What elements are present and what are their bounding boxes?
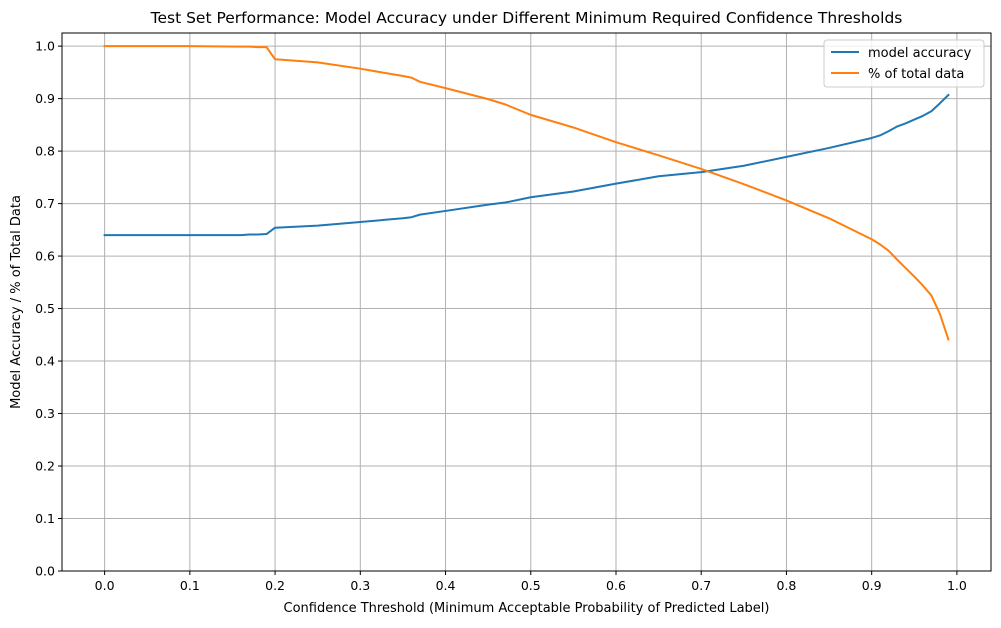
series-line-model-accuracy <box>103 93 950 237</box>
y-tick-label: 0.8 <box>35 144 55 159</box>
chart-title: Test Set Performance: Model Accuracy und… <box>150 9 903 27</box>
x-tick-label: 0.9 <box>862 578 882 593</box>
x-tick-label: 0.6 <box>606 578 626 593</box>
y-tick-label: 0.6 <box>35 249 55 264</box>
y-tick-label: 1.0 <box>35 39 55 54</box>
x-tick-label: 1.0 <box>947 578 967 593</box>
x-tick-label: 0.8 <box>777 578 797 593</box>
y-axis-title: Model Accuracy / % of Total Data <box>9 195 24 409</box>
x-tick-label: 0.5 <box>521 578 541 593</box>
legend-label-model-accuracy: model accuracy <box>868 46 972 61</box>
legend-label-total-data: % of total data <box>868 67 964 82</box>
y-tick-label: 0.0 <box>35 564 55 579</box>
y-tick-label: 0.5 <box>35 301 55 316</box>
axis-ticks: 0.0 0.1 0.2 0.3 0.4 0.5 0.6 0.7 0.8 0.9 1.0 0.0 0.1 0… <box>35 39 967 593</box>
y-tick-label: 0.1 <box>35 511 55 526</box>
y-tick-label: 0.2 <box>35 459 55 474</box>
series-line-total-data <box>103 45 950 341</box>
x-tick-label: 0.3 <box>350 578 370 593</box>
x-tick-label: 0.1 <box>180 578 200 593</box>
legend: model accuracy % of total data <box>823 39 985 88</box>
y-tick-label: 0.3 <box>35 406 55 421</box>
x-tick-label: 0.0 <box>95 578 115 593</box>
plot-frame <box>61 32 992 572</box>
x-axis-title: Confidence Threshold (Minimum Acceptable… <box>284 601 770 616</box>
x-tick-label: 0.2 <box>265 578 285 593</box>
legend-box <box>823 39 985 88</box>
x-tick-label: 0.4 <box>436 578 456 593</box>
y-tick-label: 0.4 <box>35 354 55 369</box>
y-tick-label: 0.9 <box>35 91 55 106</box>
series-lines <box>103 45 950 341</box>
y-tick-label: 0.7 <box>35 196 55 211</box>
x-tick-label: 0.7 <box>691 578 711 593</box>
